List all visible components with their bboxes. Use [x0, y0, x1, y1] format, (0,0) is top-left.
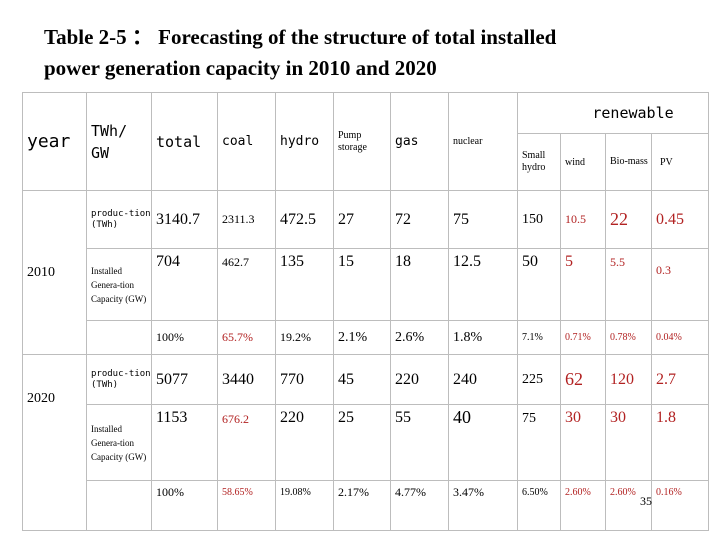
- value-biomass: 30: [605, 404, 652, 481]
- value-wind: 10.5: [560, 190, 606, 249]
- value-gas: 18: [390, 248, 449, 321]
- value-biomass: 22: [605, 190, 652, 249]
- value-pv: 1.8: [650, 404, 710, 481]
- value-coal: 462.7: [217, 248, 276, 321]
- value-pv: 0.16%: [650, 480, 710, 531]
- value-hydro: 19.08%: [275, 480, 334, 531]
- header-unit: TWh/ GW: [86, 92, 152, 191]
- table-row: 2020 produc-tion (TWh) 5077 3440 770 45 …: [22, 354, 710, 531]
- value-total: 100%: [151, 480, 218, 531]
- value-wind: 62: [560, 354, 606, 405]
- value-gas: 220: [390, 354, 449, 405]
- value-coal: 65.7%: [217, 320, 276, 355]
- value-total: 5077: [151, 354, 218, 405]
- slide-title: Table 2-5 ： Forecasting of the structure…: [44, 22, 694, 84]
- year-cell-2010: 2010: [22, 190, 87, 355]
- header-pv: PV: [650, 133, 710, 191]
- value-wind: 2.60%: [560, 480, 606, 531]
- header-row-2: Small hydro wind Bio-mass PV: [23, 133, 710, 191]
- value-nuclear: 75: [448, 190, 518, 249]
- table-row: 100% 58.65% 19.08% 2.17% 4.77% 3.47% 6.5…: [23, 480, 710, 531]
- value-hydro: 135: [275, 248, 334, 321]
- header-hydro: hydro: [275, 92, 334, 191]
- year-cell-2020: 2020: [22, 354, 87, 531]
- value-total: 100%: [151, 320, 218, 355]
- value-small-hydro: 75: [517, 404, 561, 481]
- header-total: total: [151, 92, 218, 191]
- value-hydro: 220: [275, 404, 334, 481]
- table-row: 2010 produc-tion (TWh) 3140.7 2311.3 472…: [22, 190, 710, 355]
- value-nuclear: 240: [448, 354, 518, 405]
- value-biomass: 120: [605, 354, 652, 405]
- header-wind: wind: [560, 133, 606, 191]
- value-pv: 2.7: [650, 354, 710, 405]
- value-coal: 676.2: [217, 404, 276, 481]
- value-pump-storage: 2.1%: [333, 320, 391, 355]
- value-gas: 55: [390, 404, 449, 481]
- title-line-1: Table 2-5 ： Forecasting of the structure…: [44, 25, 557, 49]
- value-pv: 0.3: [650, 248, 710, 321]
- row-label: Installed Genera-tion Capacity (GW): [86, 404, 152, 481]
- value-nuclear: 1.8%: [448, 320, 518, 355]
- value-pump-storage: 27: [333, 190, 391, 249]
- header-gas: gas: [390, 92, 449, 191]
- value-wind: 30: [560, 404, 606, 481]
- header-nuclear: nuclear: [448, 92, 518, 191]
- page-number: 35: [640, 494, 652, 508]
- header-renewable: renewable: [516, 92, 710, 134]
- value-coal: 58.65%: [217, 480, 276, 531]
- capacity-forecast-table: year TWh/ GW total coal hydro Pump stora…: [22, 92, 710, 531]
- value-gas: 72: [390, 190, 449, 249]
- value-small-hydro: 50: [517, 248, 561, 321]
- table-row: Installed Genera-tion Capacity (GW) 704 …: [23, 248, 710, 321]
- value-small-hydro: 225: [517, 354, 561, 405]
- value-nuclear: 3.47%: [448, 480, 518, 531]
- table-row: Installed Genera-tion Capacity (GW) 1153…: [23, 404, 710, 481]
- value-coal: 2311.3: [217, 190, 276, 249]
- row-label: Installed Genera-tion Capacity (GW): [86, 248, 152, 321]
- value-pump-storage: 15: [333, 248, 391, 321]
- value-wind: 5: [560, 248, 606, 321]
- value-pv: 0.04%: [650, 320, 710, 355]
- value-pump-storage: 2.17%: [333, 480, 391, 531]
- value-pump-storage: 25: [333, 404, 391, 481]
- value-gas: 4.77%: [390, 480, 449, 531]
- value-nuclear: 12.5: [448, 248, 518, 321]
- row-label: produc-tion (TWh): [86, 354, 152, 405]
- value-small-hydro: 7.1%: [517, 320, 561, 355]
- row-label: [86, 320, 152, 355]
- value-biomass: 5.5: [605, 248, 652, 321]
- value-hydro: 472.5: [275, 190, 334, 249]
- header-pump-storage: Pump storage: [333, 92, 391, 191]
- value-coal: 3440: [217, 354, 276, 405]
- header-small-hydro: Small hydro: [517, 133, 561, 191]
- value-total: 1153: [151, 404, 218, 481]
- table-row: 100% 65.7% 19.2% 2.1% 2.6% 1.8% 7.1% 0.7…: [23, 320, 710, 355]
- value-biomass: 0.78%: [605, 320, 652, 355]
- header-row-1: year TWh/ GW total coal hydro Pump stora…: [22, 92, 710, 191]
- row-label: [86, 480, 152, 531]
- row-label: produc-tion (TWh): [86, 190, 152, 249]
- value-hydro: 770: [275, 354, 334, 405]
- value-total: 704: [151, 248, 218, 321]
- value-pump-storage: 45: [333, 354, 391, 405]
- value-gas: 2.6%: [390, 320, 449, 355]
- title-line-2: power generation capacity in 2010 and 20…: [44, 56, 437, 80]
- value-hydro: 19.2%: [275, 320, 334, 355]
- header-coal: coal: [217, 92, 276, 191]
- value-wind: 0.71%: [560, 320, 606, 355]
- value-nuclear: 40: [448, 404, 518, 481]
- value-biomass: 2.60%: [605, 480, 652, 531]
- value-small-hydro: 6.50%: [517, 480, 561, 531]
- header-biomass: Bio-mass: [605, 133, 652, 191]
- value-small-hydro: 150: [517, 190, 561, 249]
- value-total: 3140.7: [151, 190, 218, 249]
- header-year: year: [22, 92, 87, 191]
- value-pv: 0.45: [650, 190, 710, 249]
